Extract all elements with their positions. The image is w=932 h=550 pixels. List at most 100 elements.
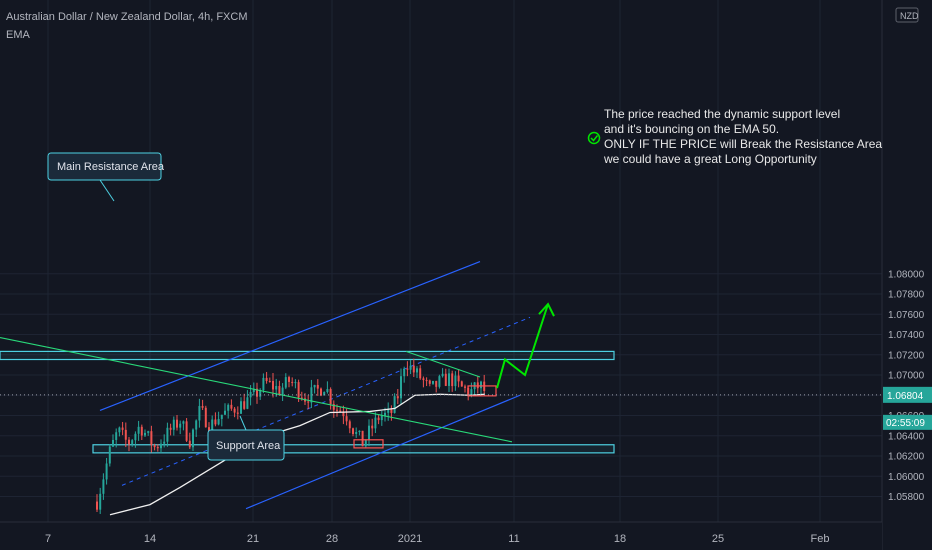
candle-body bbox=[374, 417, 377, 429]
candle-body bbox=[425, 380, 428, 382]
candle-body bbox=[409, 365, 412, 370]
channel bbox=[99, 261, 531, 510]
candle-body bbox=[438, 376, 441, 387]
candle-body bbox=[137, 426, 140, 434]
candle-body bbox=[201, 406, 204, 408]
candle-body bbox=[204, 407, 207, 428]
current-price-label: 1.06804 bbox=[887, 391, 924, 402]
candle-body bbox=[451, 373, 454, 387]
channel-mid-line bbox=[121, 316, 531, 486]
candle-body bbox=[412, 365, 415, 373]
marker-box bbox=[467, 385, 497, 397]
candle-body bbox=[300, 397, 303, 399]
candles bbox=[96, 358, 486, 514]
candle-body bbox=[140, 426, 143, 436]
candle-body bbox=[380, 415, 383, 421]
candle-body bbox=[96, 501, 98, 510]
price-tick-label: 1.06400 bbox=[888, 431, 925, 442]
candle-body bbox=[345, 416, 348, 422]
candle-body bbox=[393, 396, 396, 413]
candle-body bbox=[172, 419, 175, 430]
price-tick-label: 1.06200 bbox=[888, 452, 925, 463]
candle-body bbox=[307, 401, 310, 403]
candle-body bbox=[355, 432, 358, 434]
note-line: The price reached the dynamic support le… bbox=[604, 107, 840, 121]
candle-body bbox=[118, 427, 121, 433]
candle-body bbox=[384, 412, 386, 416]
candle-body bbox=[297, 382, 300, 398]
candle-body bbox=[310, 387, 313, 403]
candle-body bbox=[182, 421, 185, 424]
candle-body bbox=[316, 384, 319, 389]
candle-body bbox=[470, 389, 473, 396]
candle-body bbox=[246, 397, 249, 409]
candle-body bbox=[444, 373, 447, 386]
candle-body bbox=[416, 368, 418, 373]
time-axis[interactable]: 7 14 21 28 2021 11 18 25 Feb bbox=[0, 521, 882, 550]
candle-body bbox=[460, 381, 463, 387]
indicator-label: EMA bbox=[6, 29, 30, 41]
candle-body bbox=[99, 493, 102, 510]
resistance-callout-pointer bbox=[99, 179, 115, 202]
descending-trendline bbox=[0, 336, 513, 443]
candle-body bbox=[147, 431, 150, 433]
candle-body bbox=[348, 421, 351, 429]
price-tick-label: 1.07400 bbox=[888, 330, 925, 341]
support-label: Support Area bbox=[216, 440, 281, 452]
candle-body bbox=[361, 430, 364, 447]
price-tick-label: 1.06000 bbox=[888, 472, 925, 483]
time-tick-label: 14 bbox=[144, 533, 156, 545]
candle-body bbox=[377, 417, 380, 421]
candle-body bbox=[403, 368, 406, 377]
candle-body bbox=[163, 441, 166, 444]
resistance-label: Main Resistance Area bbox=[57, 161, 165, 173]
candle-body bbox=[134, 433, 137, 441]
candle-body bbox=[281, 387, 284, 395]
support-label-box bbox=[207, 429, 285, 461]
note-line: ONLY IF THE PRICE will Break the Resista… bbox=[604, 137, 882, 151]
candle-body bbox=[448, 373, 450, 386]
candle-body bbox=[329, 389, 332, 405]
candle-body bbox=[217, 418, 220, 425]
candle-body bbox=[195, 420, 198, 430]
candle-body bbox=[476, 382, 479, 389]
candle-body bbox=[240, 401, 242, 414]
candle-body bbox=[368, 425, 370, 440]
candle-body bbox=[294, 382, 297, 384]
note-line: and it's bouncing on the EMA 50. bbox=[604, 122, 779, 136]
candle-body bbox=[313, 384, 316, 388]
candle-body bbox=[121, 427, 124, 430]
candle-body bbox=[188, 440, 191, 448]
candle-body bbox=[185, 421, 188, 441]
price-tick-label: 1.07000 bbox=[888, 371, 925, 382]
candle-body bbox=[179, 423, 182, 428]
channel-lower-line bbox=[245, 394, 521, 510]
arrowhead bbox=[538, 302, 555, 317]
candle-body bbox=[396, 396, 399, 399]
candle-body bbox=[435, 380, 438, 387]
candle-body bbox=[326, 389, 329, 393]
time-tick-label: 25 bbox=[712, 533, 724, 545]
marker-box bbox=[353, 439, 384, 449]
time-tick-label: 2021 bbox=[398, 533, 422, 545]
candle-body bbox=[131, 440, 134, 445]
candle-body bbox=[112, 439, 114, 447]
price-tick-label: 1.07600 bbox=[888, 310, 925, 321]
time-tick-label: 18 bbox=[614, 533, 626, 545]
resistance-label-box bbox=[47, 152, 162, 181]
price-axis[interactable]: 1.058001.060001.062001.064001.066001.068… bbox=[881, 0, 932, 550]
candle-body bbox=[441, 373, 444, 377]
time-tick-label: 21 bbox=[247, 533, 259, 545]
candle-body bbox=[259, 390, 262, 397]
candle-body bbox=[230, 404, 233, 409]
price-tick-label: 1.08000 bbox=[888, 269, 925, 280]
candle-body bbox=[464, 386, 466, 388]
candle-body bbox=[198, 406, 201, 421]
candle-body bbox=[339, 410, 342, 413]
candle-body bbox=[291, 381, 294, 383]
price-axis-bg bbox=[882, 0, 932, 550]
candle-body bbox=[358, 430, 361, 433]
